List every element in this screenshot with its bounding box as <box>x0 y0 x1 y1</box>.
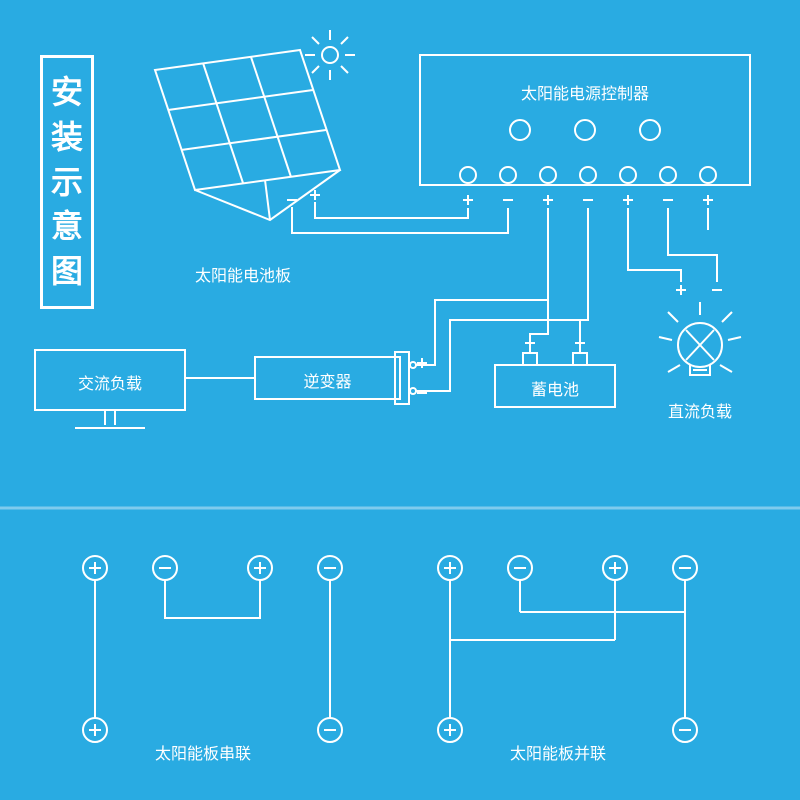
bulb-icon <box>659 302 741 375</box>
ac-load-label: 交流负载 <box>35 370 185 394</box>
inverter-label: 逆变器 <box>255 368 400 392</box>
sun-icon <box>322 47 338 63</box>
wire-panel-plus <box>315 202 468 218</box>
series-diagram <box>83 556 342 742</box>
solar-panel <box>155 50 340 190</box>
wire-bulb-plus <box>628 208 681 282</box>
dc-load-label: 直流负载 <box>668 398 732 422</box>
panel-label: 太阳能电池板 <box>195 262 291 286</box>
wire-panel-minus <box>292 207 508 233</box>
wire-batt-minus <box>580 208 588 353</box>
parallel-diagram <box>438 556 697 742</box>
parallel-label: 太阳能板并联 <box>510 740 606 764</box>
series-label: 太阳能板串联 <box>155 740 251 764</box>
wire-batt-plus <box>530 208 548 353</box>
wire-inv-plus <box>416 300 548 365</box>
controller-label: 太阳能电源控制器 <box>420 80 750 104</box>
battery-label: 蓄电池 <box>495 376 615 400</box>
